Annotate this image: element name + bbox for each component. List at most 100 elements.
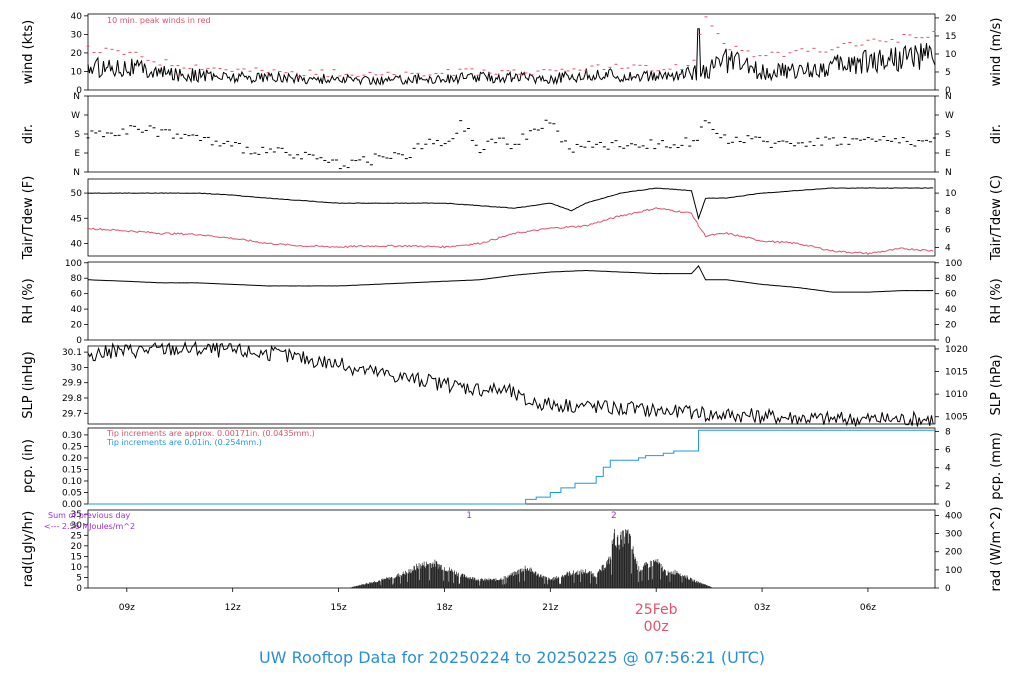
right-tick-label: 20 [945,14,957,24]
right-tick-label: 10 [945,189,957,199]
right-axis-title: RH (%) [989,278,1004,323]
direction-points [86,119,936,170]
x-tick-label: 06z [860,603,876,613]
left-tick-label: 10 [71,67,83,77]
left-tick-label: 29.9 [62,379,82,389]
right-tick-label: 4 [945,464,951,474]
left-tick-label: N [73,168,80,178]
day-marker: 2 [611,511,617,521]
left-axis-title: Tair/Tdew (F) [21,176,36,261]
panel-frame [87,13,936,91]
left-axis-title: dir. [21,124,36,144]
panel-4: 0 20 40 60 80 100 0 20 40 60 80 100 RH (%) RH (%) [21,259,1004,346]
right-tick-label: 60 [945,290,957,300]
left-tick-label: 30.1 [62,348,82,358]
right-tick-label: 0 [945,584,951,594]
panel-frame [87,345,936,425]
left-tick-label: 30 [71,30,83,40]
left-tick-label: 35 [71,510,82,520]
left-axis-title: pcp. (in) [21,439,36,493]
right-axis-title: rad (W/m^2) [989,507,1004,592]
chart-footer-title: UW Rooftop Data for 20250224 to 20250225… [258,648,766,667]
left-tick-label: 0.10 [62,477,82,487]
left-tick-label: 0.00 [62,500,82,510]
x-tick-label: 15z [330,603,346,613]
right-tick-label: 1005 [945,413,968,423]
panel-5: 29.7 29.8 29.9 30 30.1 1005 1010 1015 1020 SLP (i… [21,340,1004,427]
right-tick-label: W [945,111,954,121]
right-tick-label: 10 [945,50,957,60]
left-tick-label: 15 [71,552,82,562]
x-tick-label: 03z [754,603,770,613]
left-tick-label: W [71,111,80,121]
tip-note-blue: Tip increments are 0.01in. (0.254mm.) [106,438,262,447]
left-tick-label: 20 [71,542,83,552]
right-tick-label: 6 [945,446,951,456]
left-axis-title: RH (%) [21,278,36,323]
left-tick-label: 60 [71,290,83,300]
left-tick-label: S [74,130,80,140]
right-tick-label: 20 [945,321,957,331]
left-tick-label: E [74,149,80,159]
series-line [87,187,934,221]
right-tick-label: 8 [945,427,951,437]
left-tick-label: 0 [76,584,82,594]
left-axis-title: SLP (inHg) [21,351,36,419]
right-tick-label: 8 [945,207,951,217]
day-marker: 1 [466,511,472,521]
right-tick-label: 1020 [945,345,968,355]
right-tick-label: 80 [945,274,957,284]
left-tick-label: 30 [71,363,83,373]
right-tick-label: 400 [945,511,962,521]
radiation-sum-label: Sum of previous day [48,511,130,520]
midnight-date-label: 25Feb [635,602,678,618]
right-tick-label: S [945,130,951,140]
x-tick-label: 21z [542,603,558,613]
panel-6: 0.00 0.050.10 0.150.20 0.250.30 0 2 4 6 8 pcp. (i… [21,427,1004,510]
radiation-sum-value: <--- 2.56 MJoules/m^2 [44,522,135,531]
left-tick-label: 30 [71,521,83,531]
left-tick-label: 29.7 [62,409,82,419]
panel-frame [87,261,936,341]
right-tick-label: 100 [945,566,962,576]
left-tick-label: 80 [71,274,83,284]
right-tick-label: 200 [945,548,962,558]
right-tick-label: N [945,168,952,178]
left-tick-label: 0 [76,336,82,346]
x-tick-label: 18z [436,603,452,613]
left-tick-label: N [73,92,80,102]
series-line [88,265,934,293]
left-axis-title: rad(Lgly/hr) [21,511,36,587]
right-tick-label: 0 [945,86,951,96]
right-tick-label: 5 [945,68,951,78]
right-axis-title: pcp. (mm) [989,432,1004,499]
right-tick-label: 2 [945,482,951,492]
left-tick-label: 0 [76,86,82,96]
left-tick-label: 0.15 [62,465,82,475]
left-tick-label: 40 [71,12,83,22]
left-tick-label: 5 [76,573,82,583]
left-tick-label: 0.20 [62,454,82,464]
right-tick-label: 0 [945,500,951,510]
left-tick-label: 40 [71,239,83,249]
left-tick-label: 20 [71,49,83,59]
left-tick-label: 10 [71,563,83,573]
series-line [87,340,934,427]
panel-frame [87,95,936,173]
midnight-hour-label: 00z [644,619,669,635]
panel-annotation: 10 min. peak winds in red [107,16,211,25]
left-tick-label: 50 [71,189,83,199]
panel-3: 40 45 50 4 6 8 10 Tair/Tdew (F) Tair/Tdew (C) [21,175,1004,261]
right-tick-label: 1010 [945,390,968,400]
right-tick-label: 15 [945,32,956,42]
series-line [87,207,934,255]
left-tick-label: 0.25 [62,442,82,452]
right-tick-label: 6 [945,225,951,235]
peak-wind-marks [86,16,936,79]
left-tick-label: 45 [71,214,82,224]
right-tick-label: 0 [945,336,951,346]
